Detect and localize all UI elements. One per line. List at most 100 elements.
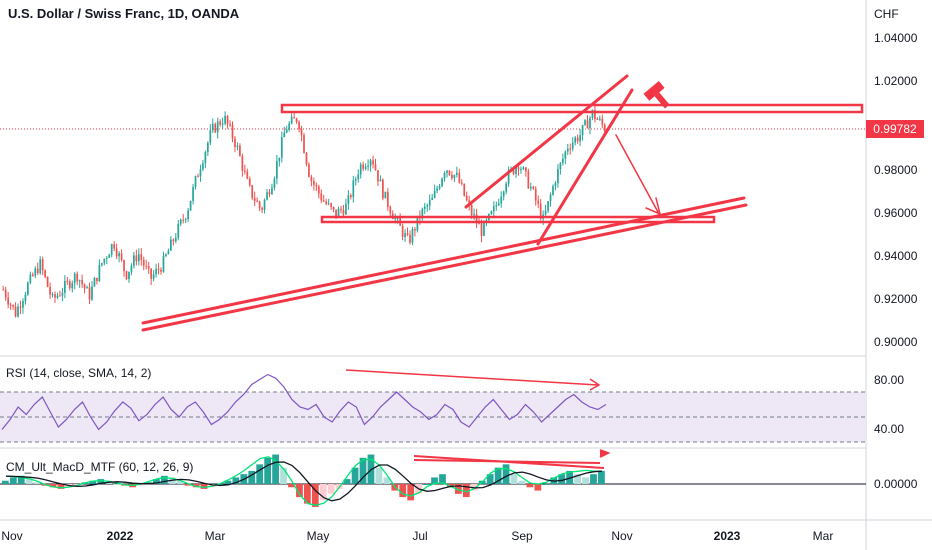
candle-body [160, 269, 162, 272]
macd-bar [407, 484, 415, 501]
time-tick-label: Mar [813, 529, 834, 543]
candle-body [214, 123, 217, 133]
candle-body [110, 244, 113, 255]
candle-body [170, 239, 172, 251]
price-tick-label: 1.04000 [874, 31, 918, 45]
macd-bar [558, 474, 566, 484]
macd-bar [280, 467, 287, 484]
candle-body [142, 259, 145, 266]
candle-body [382, 179, 384, 199]
candle-body [443, 173, 446, 179]
candle-body [480, 223, 483, 236]
macd-bar [526, 484, 534, 488]
candle-body [492, 206, 495, 212]
candle-body [406, 233, 409, 235]
macd-bar [137, 484, 144, 486]
candle-body [384, 191, 387, 199]
candle-body [120, 253, 123, 261]
candle-body [137, 254, 140, 262]
macd-bar [423, 484, 430, 485]
candle-body [140, 254, 143, 260]
macd-bar [304, 484, 311, 504]
macd-line [5, 456, 602, 506]
candle-body [515, 167, 517, 175]
candle-body [128, 271, 130, 279]
candle-body [14, 306, 17, 317]
rsi-tick-label: 40.00 [874, 422, 904, 436]
candle-body [243, 170, 246, 172]
candle-body [56, 295, 59, 298]
macd-bar [534, 484, 542, 491]
candle-body [574, 137, 577, 143]
time-axis: Nov 2022 Mar May Jul Sep Nov 2023 Mar [1, 529, 833, 543]
macd-bar [49, 484, 57, 488]
candle-body [566, 148, 569, 152]
candle-body [54, 294, 56, 298]
candle-body [352, 180, 355, 197]
candle-body [372, 160, 374, 165]
candle-body [409, 234, 411, 243]
candle-body [202, 163, 204, 170]
macd-bar [97, 479, 105, 484]
price-tick-label: 0.92000 [874, 292, 918, 306]
macd-bar [582, 477, 589, 484]
price-candles [2, 106, 606, 318]
candle-body [93, 277, 96, 287]
rsi-divergence-arrow [345, 369, 601, 391]
candle-body [532, 186, 535, 189]
candle-body [113, 244, 116, 249]
candle-body [34, 268, 37, 276]
resistance-zone [280, 103, 864, 114]
candle-body [59, 295, 61, 297]
candle-body [357, 174, 360, 180]
candle-body [39, 259, 42, 274]
candle-body [204, 151, 207, 164]
candle-body [115, 248, 118, 257]
candle-body [512, 168, 515, 175]
candle-body [187, 210, 189, 219]
candle-body [261, 208, 263, 210]
macd-bar [200, 484, 208, 489]
candle-body [345, 203, 347, 215]
candle-body [579, 135, 581, 142]
candle-body [544, 210, 547, 215]
candle-body [145, 265, 148, 267]
macd-bar [351, 467, 359, 484]
candle-body [552, 186, 554, 195]
candle-body [123, 260, 125, 272]
candle-body [603, 124, 606, 132]
candle-body [68, 281, 71, 289]
candle-body [460, 182, 463, 184]
candle-body [305, 152, 308, 165]
macd-bar [89, 480, 97, 484]
candle-body [194, 176, 197, 187]
candle-body [248, 178, 251, 186]
candle-body [525, 167, 527, 172]
macd-bar [383, 477, 391, 484]
candle-body [453, 174, 456, 179]
trend-drawings[interactable] [141, 74, 864, 332]
candle-body [557, 169, 559, 184]
candle-body [152, 274, 155, 279]
candle-body [229, 124, 231, 126]
macd-bar [486, 474, 494, 484]
candle-body [29, 274, 32, 283]
macd-bar [288, 484, 295, 488]
time-tick-label: 2023 [714, 529, 741, 543]
candle-body [22, 301, 24, 308]
macd-label: CM_Ult_MacD_MTF (60, 12, 26, 9) [6, 460, 194, 474]
support-zone [320, 215, 716, 224]
macd-bar [256, 464, 264, 484]
candle-body [224, 115, 226, 124]
candle-body [24, 294, 27, 302]
candle-body [268, 192, 271, 195]
candle-body [367, 165, 369, 167]
candle-body [4, 289, 7, 298]
candle-body [581, 125, 584, 136]
candle-body [17, 306, 19, 317]
candle-body [276, 161, 278, 179]
macd-bar [447, 484, 454, 488]
candle-body [49, 286, 51, 295]
candle-body [226, 115, 229, 125]
candle-body [322, 200, 325, 202]
